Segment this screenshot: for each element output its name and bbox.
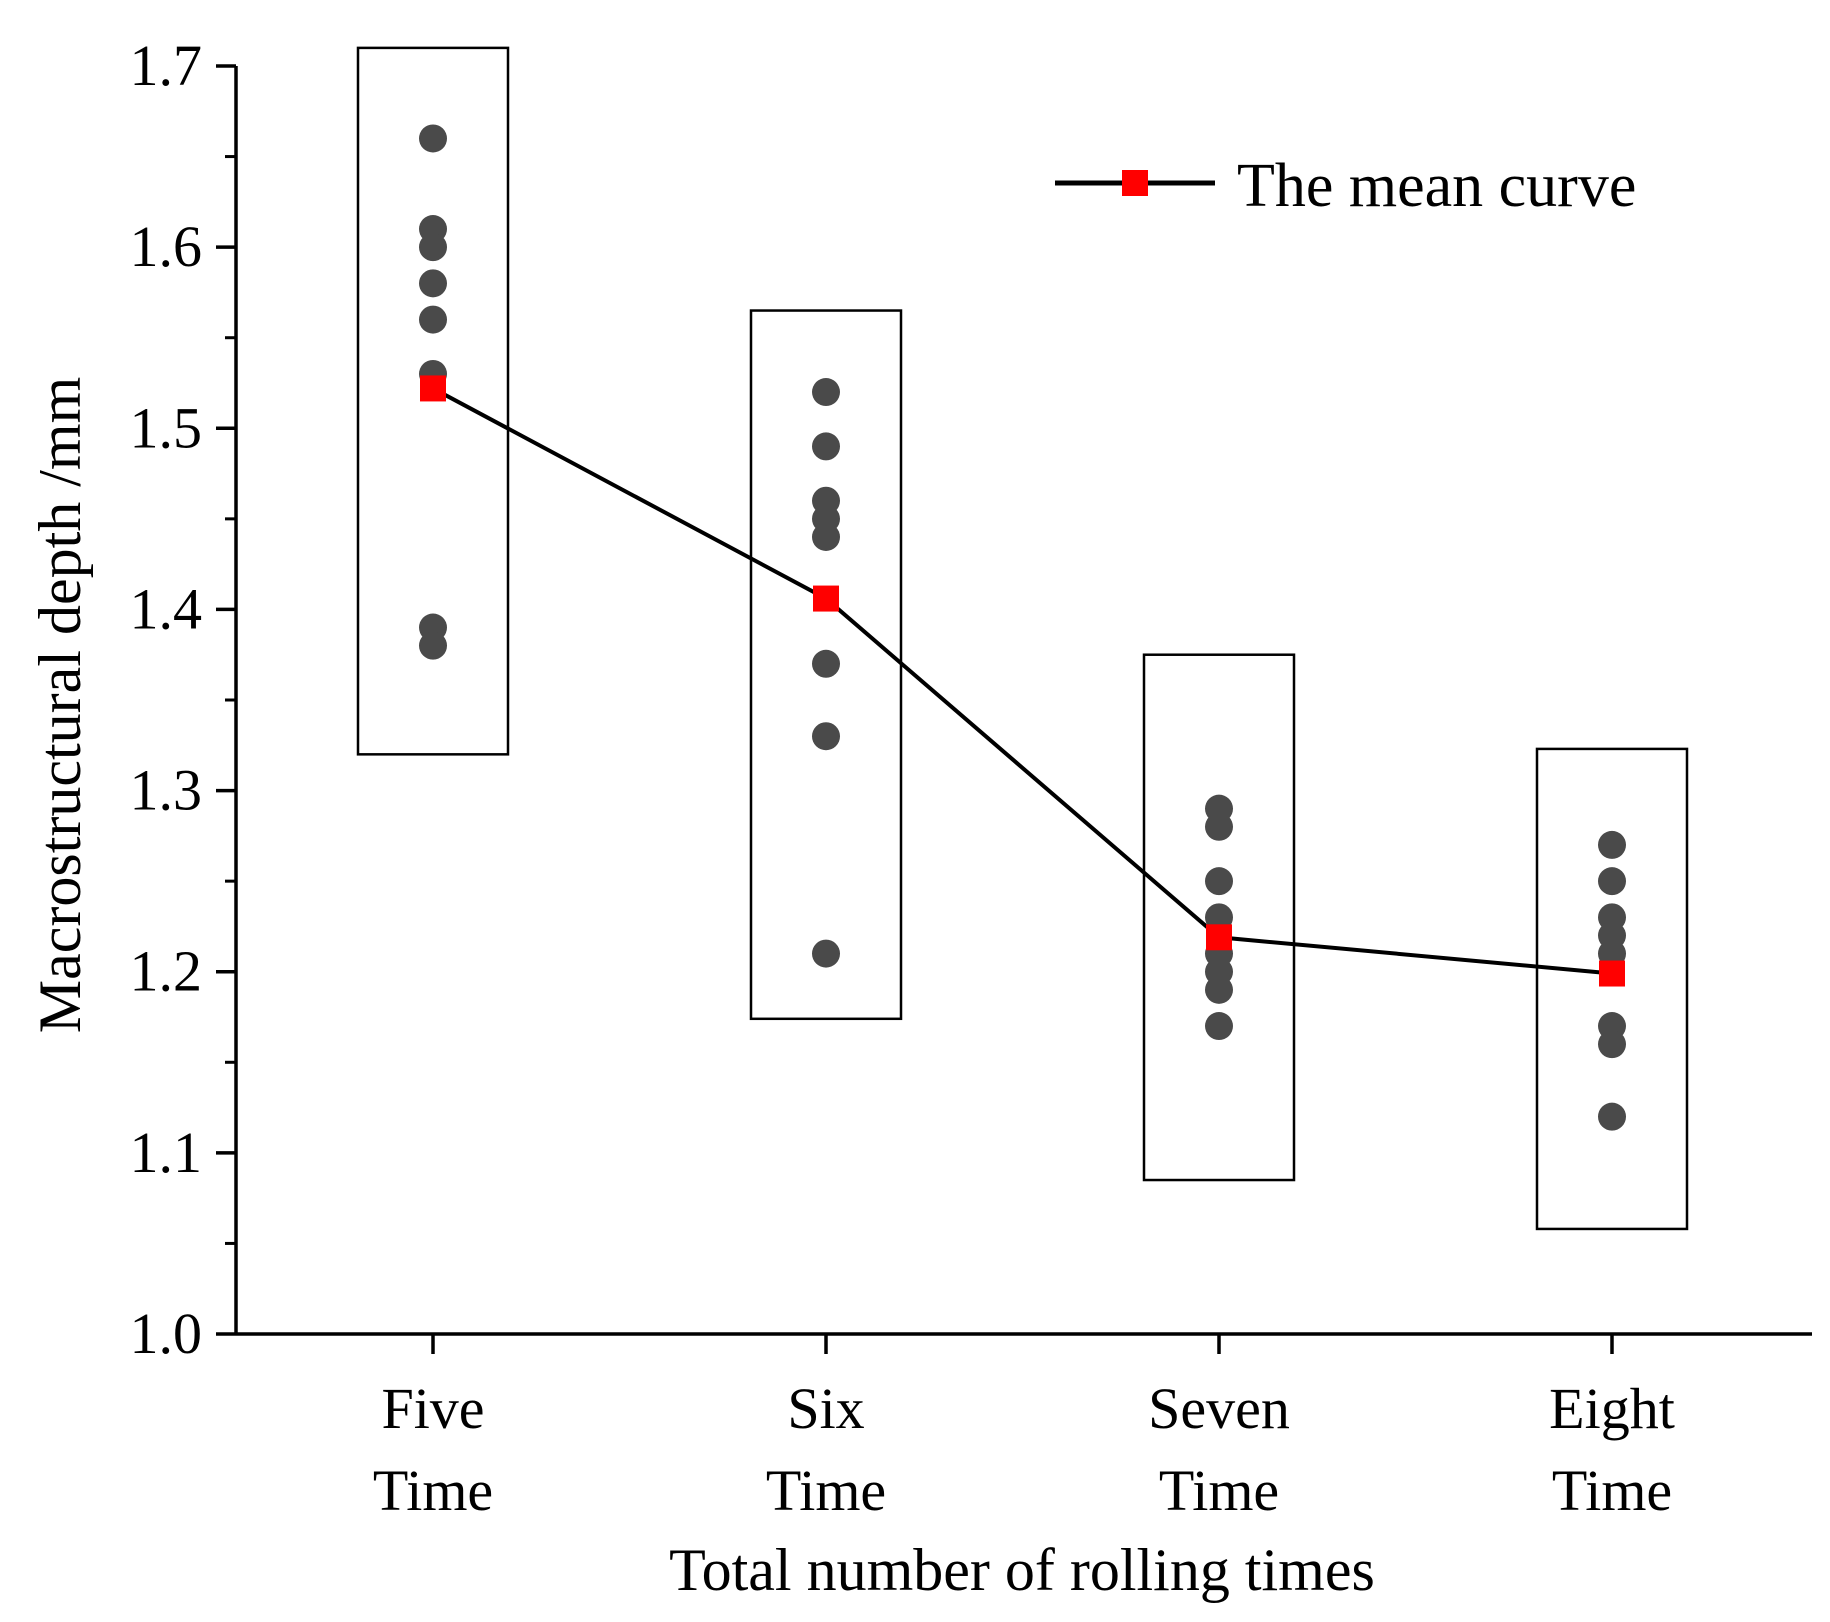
data-point: [812, 432, 840, 461]
x-tick-label: Time: [1159, 1458, 1279, 1523]
y-tick-label: 1.0: [130, 1301, 203, 1366]
mean-curve: [420, 375, 1625, 987]
axes: 1.0 1.1 1.2 1.3 1.4 1.5 1.6 1.7 Five Time Six Time S…: [130, 33, 1812, 1523]
mean-marker: [1599, 960, 1625, 987]
data-point: [812, 522, 840, 551]
y-tick-label: 1.7: [130, 33, 203, 98]
data-point: [1598, 1102, 1626, 1131]
y-tick-label: 1.5: [130, 395, 203, 460]
legend: The mean curve: [1055, 152, 1636, 220]
group-box: [1535, 747, 1689, 1231]
legend-label: The mean curve: [1237, 152, 1636, 220]
data-point: [1205, 975, 1233, 1004]
y-tick-label: 1.1: [130, 1120, 203, 1185]
data-point: [812, 378, 840, 407]
mean-line: [432, 386, 1613, 976]
y-tick-label: 1.2: [130, 939, 203, 1004]
data-point: [812, 649, 840, 678]
group-box: [356, 46, 510, 756]
data-point: [1205, 812, 1233, 841]
mean-marker: [813, 585, 839, 612]
x-tick-label: Eight: [1549, 1376, 1675, 1441]
data-point: [419, 631, 447, 660]
mean-marker: [420, 375, 446, 402]
x-tick-label: Six: [787, 1376, 864, 1441]
data-point: [812, 722, 840, 751]
data-point: [419, 305, 447, 334]
group-box: [1142, 653, 1296, 1182]
mean-marker: [1206, 924, 1232, 951]
x-tick-label: Five: [381, 1376, 484, 1441]
y-tick-label: 1.6: [130, 214, 203, 279]
x-tick-label: Time: [766, 1458, 886, 1523]
y-axis-title: Macrostructural depth /mm: [27, 377, 93, 1033]
legend-marker: [1122, 170, 1148, 196]
data-point: [1205, 867, 1233, 896]
data-point: [419, 124, 447, 153]
data-point: [419, 233, 447, 262]
data-point: [1598, 830, 1626, 859]
x-tick-label: Time: [373, 1458, 493, 1523]
group-boxes: [356, 46, 1689, 1231]
data-point: [419, 269, 447, 298]
x-tick-label: Time: [1552, 1458, 1672, 1523]
data-point: [1598, 1030, 1626, 1059]
x-tick-label: Seven: [1148, 1376, 1290, 1441]
y-tick-label: 1.4: [130, 576, 203, 641]
data-point: [1598, 867, 1626, 896]
data-points: [419, 124, 1626, 1131]
y-tick-label: 1.3: [130, 758, 203, 823]
x-axis-title: Total number of rolling times: [669, 1537, 1375, 1603]
data-point: [1205, 1012, 1233, 1041]
data-point: [812, 939, 840, 968]
